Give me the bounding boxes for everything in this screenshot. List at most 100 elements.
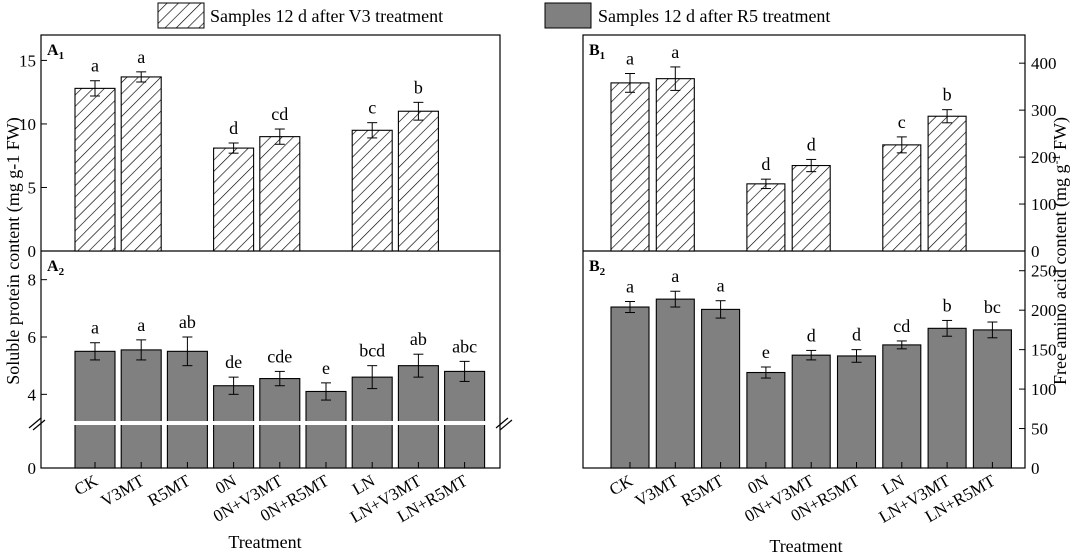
- y-tick-label: 300: [1031, 101, 1057, 120]
- bar-b1-ln: [882, 144, 922, 252]
- significance-letter: b: [414, 77, 423, 97]
- error-bar: [274, 370, 285, 387]
- error-bar: [942, 319, 953, 337]
- y-tick-label: 0: [1031, 459, 1040, 478]
- significance-letter: a: [91, 56, 99, 76]
- bar-a2-0n-plus-r5mt: [305, 390, 347, 469]
- y-tick-label: 100: [1031, 380, 1057, 399]
- legend-swatch-solid: [544, 2, 592, 29]
- y-tick-label: 5: [28, 178, 37, 197]
- error-bar: [625, 301, 635, 314]
- error-bar: [367, 122, 378, 139]
- significance-letter: b: [943, 85, 952, 105]
- error-bar: [321, 382, 331, 401]
- axis-break-marker: [499, 419, 513, 431]
- error-bar: [367, 365, 378, 390]
- y-tick-label: 400: [1031, 54, 1057, 73]
- error-bar: [806, 158, 817, 173]
- significance-letter: d: [807, 134, 816, 154]
- bar-b2-0n-plus-r5mt: [836, 355, 877, 469]
- right-y-axis-title: Free amino acid content (mg g-1 FW): [1049, 117, 1071, 385]
- error-bar: [896, 340, 907, 350]
- significance-letter: a: [626, 277, 634, 297]
- y-tick-label: 200: [1031, 301, 1057, 320]
- significance-letter: a: [137, 47, 145, 67]
- error-bar: [228, 376, 239, 395]
- bar-b2-r5mt: [701, 308, 741, 469]
- chart-a1: a a d cd c b 0 5 10 15: [19, 47, 439, 261]
- bar-b2-0n: [746, 371, 786, 469]
- significance-letter: a: [137, 315, 145, 335]
- error-bar: [760, 178, 771, 190]
- error-bar: [670, 290, 681, 308]
- bar-b1-ck: [610, 82, 650, 252]
- error-bar: [942, 109, 953, 124]
- error-bar: [670, 66, 681, 91]
- significance-letter: ab: [179, 312, 196, 332]
- significance-letter: cd: [271, 104, 288, 124]
- legend: Samples 12 d after V3 treatment Samples …: [157, 2, 830, 29]
- significance-letter: cd: [893, 316, 910, 336]
- error-bar: [274, 128, 285, 145]
- error-bar: [760, 366, 771, 379]
- significance-letter: b: [943, 295, 952, 315]
- axis-break-marker: [495, 417, 509, 429]
- y-tick-label: 50: [1031, 420, 1048, 439]
- y-tick-label: 6: [28, 328, 37, 347]
- significance-letter: bcd: [359, 341, 385, 361]
- error-bar: [715, 300, 726, 319]
- chart-b1: a a d d c b 0 100 200 300 400: [610, 42, 1057, 261]
- bar-b2-ln: [882, 344, 922, 469]
- error-bar: [806, 349, 817, 361]
- x-tick-label: R5MT: [145, 471, 194, 510]
- y-tick-label: 0: [28, 242, 37, 261]
- y-tick-label: 100: [1031, 195, 1057, 214]
- significance-letter: abc: [452, 336, 477, 356]
- y-tick-label: 4: [28, 385, 37, 404]
- bar-a1-ln: [351, 129, 393, 252]
- bar-a1-ck: [74, 87, 116, 252]
- error-bar: [182, 336, 193, 367]
- bar-b1-0n: [746, 183, 786, 252]
- bar-a2-v3mt: [120, 349, 162, 469]
- legend-swatch-hatched: [157, 2, 205, 29]
- significance-letter: d: [229, 118, 238, 138]
- y-tick-label: 15: [19, 51, 36, 70]
- significance-letter: e: [322, 358, 330, 378]
- y-tick-label: 150: [1031, 341, 1057, 360]
- legend-label-r5: Samples 12 d after R5 treatment: [598, 6, 830, 26]
- left-y-axis-title: Soluble protein content (mg g-1 FW): [3, 117, 24, 384]
- y-tick-label: 250: [1031, 262, 1057, 281]
- axis-break-marker: [32, 419, 46, 431]
- error-bar: [413, 101, 424, 121]
- bar-a1-0n-plus-v3mt: [259, 136, 301, 252]
- left-x-axis-title: Treatment: [228, 532, 301, 552]
- significance-letter: ab: [410, 329, 427, 349]
- y-tick-label: 200: [1031, 148, 1057, 167]
- significance-letter: cde: [267, 346, 292, 366]
- bar-b2-v3mt: [655, 298, 695, 469]
- bar-a2-ln-plus-r5mt: [444, 370, 486, 469]
- bar-b1-0n-plus-v3mt: [791, 164, 831, 252]
- x-tick-label: V3MT: [632, 471, 682, 511]
- chart-a2: a a ab de cde e bcd ab abc 0 4 6 8: [28, 271, 513, 478]
- error-bar: [625, 73, 635, 93]
- panel-label-a1: A1: [47, 42, 64, 62]
- right-x-axis-title: Treatment: [769, 536, 842, 556]
- significance-letter: a: [717, 276, 725, 296]
- panel-label-b2: B2: [589, 258, 606, 278]
- error-bar: [987, 321, 998, 339]
- y-tick-label: 8: [28, 271, 37, 290]
- bar-a2-0n: [213, 385, 255, 469]
- error-bar: [90, 342, 100, 361]
- significance-letter: c: [368, 98, 376, 118]
- bar-a1-0n: [213, 147, 255, 252]
- bar-a1-ln-plus-v3mt: [397, 110, 439, 252]
- bar-b1-v3mt: [655, 78, 695, 252]
- error-bar: [896, 136, 907, 154]
- significance-letter: d: [807, 325, 816, 345]
- significance-letter: a: [671, 42, 679, 62]
- error-bar: [136, 71, 147, 83]
- legend-label-v3: Samples 12 d after V3 treatment: [210, 6, 443, 26]
